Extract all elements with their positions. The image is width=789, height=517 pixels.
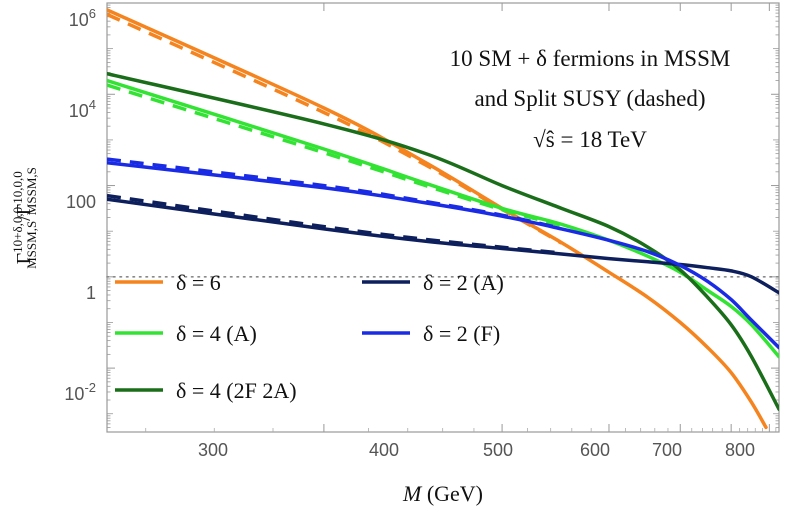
x-axis-unit: (GeV)	[427, 481, 483, 506]
y-axis-label: Γ10+δ,0,0MSSM,S/Γ10,0,0MSSM,S	[10, 167, 39, 269]
legend-label-d2f: δ = 2 (F)	[423, 321, 500, 346]
legend-label-d2a: δ = 2 (A)	[423, 270, 504, 295]
x-tick-label-600: 600	[580, 440, 610, 460]
annotation-line-3: √ŝ = 18 TeV	[533, 127, 647, 152]
annotation-line-1: 10 SM + δ fermions in MSSM	[450, 46, 731, 71]
y-label-sep: /Γ	[13, 204, 35, 221]
x-tick-label-300: 300	[198, 440, 228, 460]
series-3-dashed-line	[107, 193, 562, 255]
series-2-line	[107, 71, 779, 411]
y-label-sub1: MSSM,S	[24, 221, 39, 269]
y-tick-exp-1e-2: -2	[84, 380, 96, 395]
legend: δ = 6 δ = 4 (A) δ = 4 (2F 2A) δ = 2 (A) …	[115, 270, 504, 403]
legend-label-d6: δ = 6	[176, 270, 221, 295]
legend-label-d4a: δ = 4 (A)	[176, 321, 257, 346]
series-4-line	[107, 160, 779, 350]
x-axis-variable: M	[402, 481, 423, 506]
series-3-line	[107, 197, 779, 295]
y-tick-label-1e4: 104	[69, 97, 96, 121]
y-tick-base-1e6: 10	[69, 10, 89, 30]
legend-label-d42f2a: δ = 4 (2F 2A)	[176, 378, 297, 403]
series-0-line	[107, 8, 768, 430]
y-tick-base-1e-2: 10	[64, 384, 84, 404]
series-1-line	[107, 78, 779, 359]
y-tick-label-1e-2: 10-2	[64, 380, 96, 404]
y-label-gamma: Γ	[13, 253, 35, 265]
x-tick-label-400: 400	[369, 440, 399, 460]
y-label-sup1: 10+δ,0,0	[10, 207, 25, 253]
y-tick-exp-1e4: 4	[89, 97, 96, 112]
y-label-sub2: MSSM,S	[24, 167, 39, 215]
y-tick-label-100: 100	[66, 192, 96, 212]
y-tick-base-1e4: 10	[69, 101, 89, 121]
y-tick-exp-1e6: 6	[89, 6, 96, 21]
y-tick-label-1e6: 106	[69, 6, 96, 30]
x-tick-label-500: 500	[483, 440, 513, 460]
y-label-sup2: 10,0,0	[10, 171, 25, 204]
x-tick-label-700: 700	[652, 440, 682, 460]
x-tick-label-800: 800	[725, 440, 755, 460]
series-4-dashed-line	[107, 157, 562, 231]
y-tick-label-1: 1	[86, 283, 96, 303]
x-axis-label: M (GeV)	[402, 481, 483, 506]
series-1-dashed-line	[107, 83, 562, 227]
annotation-line-2: and Split SUSY (dashed)	[474, 86, 705, 111]
